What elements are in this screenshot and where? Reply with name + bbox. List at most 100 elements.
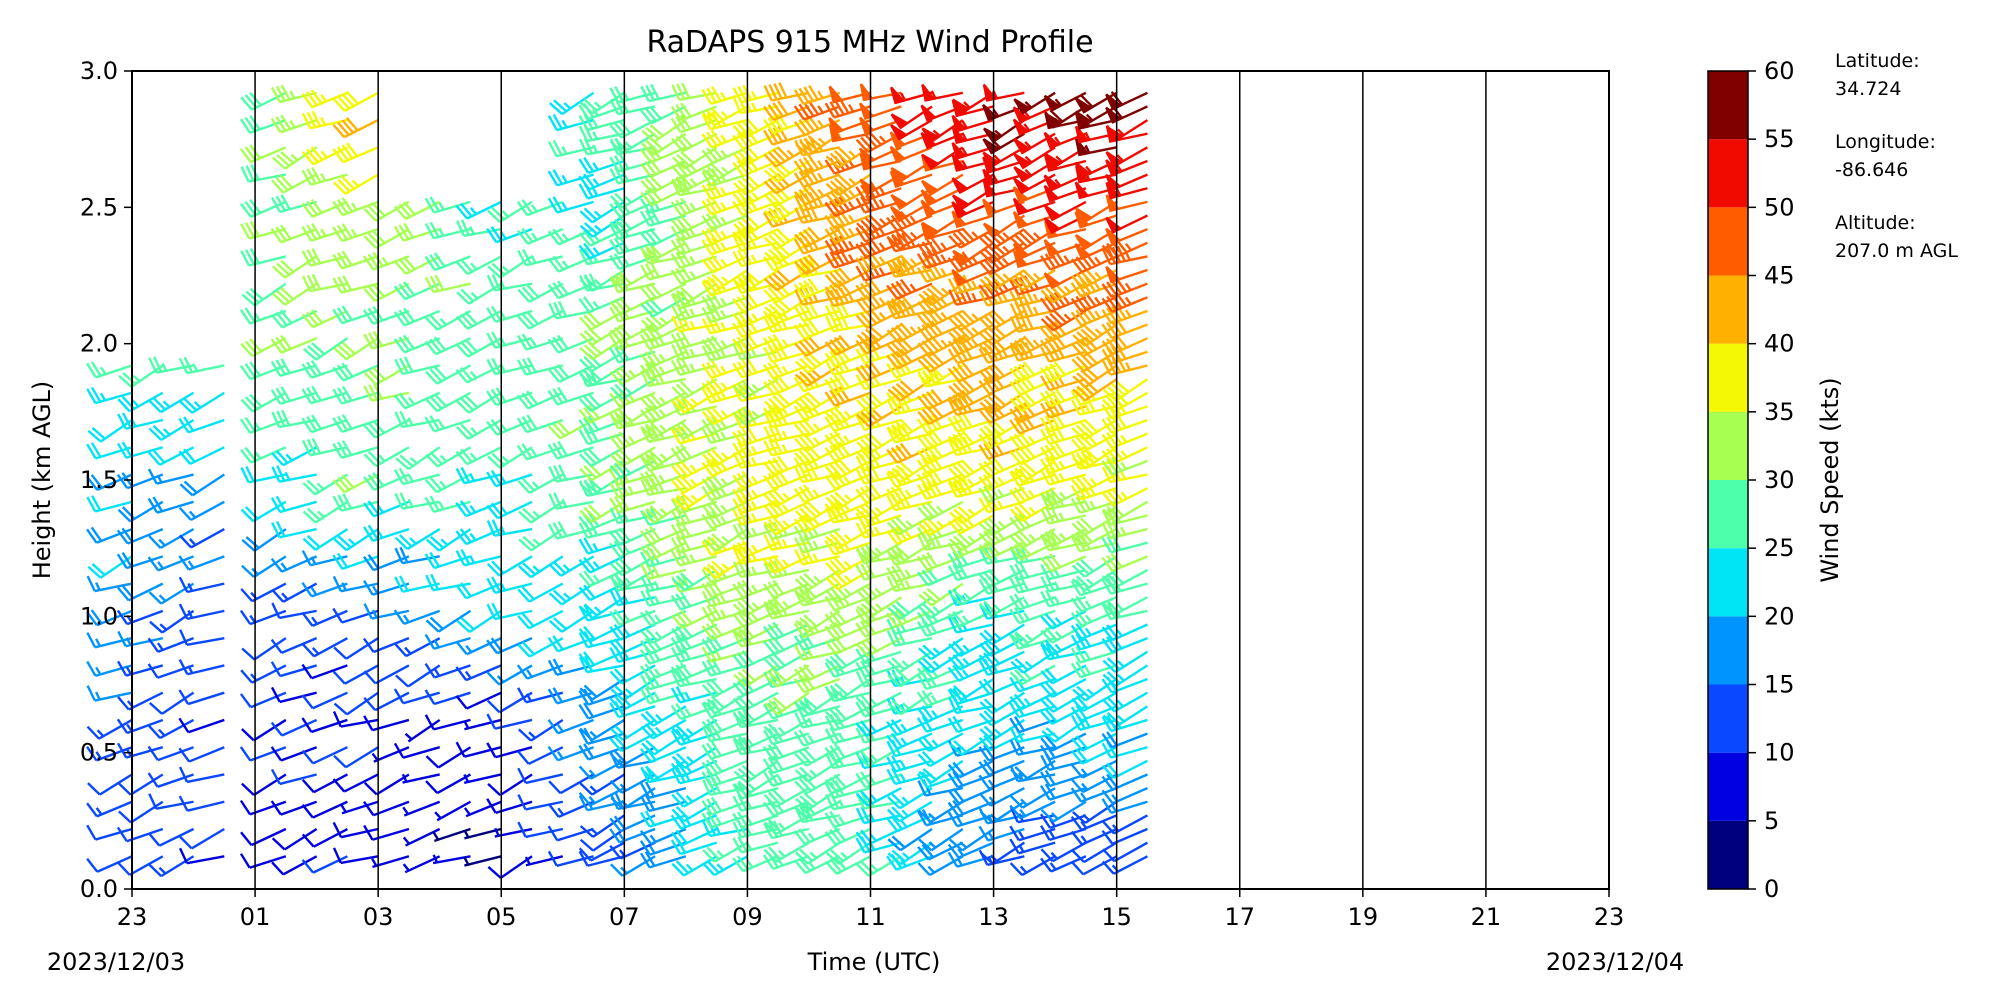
wind-barb: [393, 688, 441, 705]
wind-barb: [363, 824, 410, 841]
barb-feather: [332, 575, 343, 592]
barb-feather: [579, 838, 594, 852]
barb-staff: [341, 418, 379, 433]
barb-feather: [639, 611, 652, 627]
barb-feather: [310, 146, 324, 161]
barb-half-feather: [463, 807, 471, 816]
barb-feather: [587, 504, 602, 518]
barb-half-feather: [624, 195, 632, 204]
wind-barb: [425, 309, 472, 331]
barb-feather: [649, 175, 663, 189]
barb-feather: [609, 610, 621, 626]
barb-feather: [395, 674, 409, 688]
barb-feather: [270, 389, 282, 405]
barb-feather: [275, 226, 287, 242]
barb-staff: [498, 555, 533, 577]
barb-feather: [178, 357, 189, 374]
wind-barb: [147, 637, 194, 653]
barb-feather: [548, 780, 562, 795]
barb-feather: [670, 831, 684, 846]
barb-feather: [583, 570, 596, 585]
barb-feather: [609, 464, 623, 479]
wind-barb: [578, 688, 625, 706]
wind-barb: [394, 356, 440, 376]
barb-feather: [548, 592, 563, 606]
barb-feather: [429, 338, 442, 353]
wind-barb: [763, 742, 810, 762]
wind-barb: [424, 274, 471, 294]
barb-feather: [240, 250, 251, 267]
barb-feather: [275, 195, 286, 212]
barb-feather: [609, 140, 624, 154]
barb-feather: [644, 810, 656, 826]
barb-feather: [578, 690, 590, 706]
barb-feather: [578, 115, 589, 131]
barb-feather: [491, 262, 506, 276]
barb-feather: [587, 311, 601, 326]
wind-barb: [363, 637, 410, 654]
wind-barb: [117, 855, 164, 876]
barb-half-feather: [561, 260, 569, 269]
barb-half-feather: [874, 450, 882, 458]
barb-feather: [609, 124, 623, 139]
barb-staff: [467, 337, 502, 358]
barb-feather: [490, 469, 502, 486]
barb-half-feather: [659, 316, 668, 325]
barb-feather: [332, 821, 343, 838]
wind-barb: [271, 282, 318, 306]
wind-barb: [579, 459, 625, 482]
barb-staff: [711, 214, 748, 231]
barb-feather: [675, 686, 686, 702]
barb-half-feather: [782, 519, 790, 528]
barb-feather: [306, 311, 319, 326]
barb-half-feather: [407, 417, 414, 426]
wind-barb: [395, 446, 441, 471]
barb-staff: [591, 718, 625, 742]
barb-staff: [311, 364, 348, 379]
barb-feather: [394, 411, 404, 428]
barb-feather: [455, 550, 466, 566]
barb-half-feather: [689, 320, 696, 330]
barb-feather: [178, 450, 192, 465]
barb-feather: [332, 200, 344, 216]
wind-barb: [579, 773, 625, 796]
barb-feather: [239, 202, 252, 218]
wind-barb: [87, 419, 133, 443]
wind-barb: [240, 446, 287, 464]
barb-feather: [521, 586, 535, 601]
wind-barb: [363, 800, 410, 817]
barb-feather: [332, 148, 345, 163]
wind-barb: [424, 336, 471, 356]
barb-feather: [490, 226, 503, 242]
barb-feather: [425, 370, 439, 385]
barb-feather: [552, 228, 565, 244]
barb-feather: [490, 637, 503, 652]
barb-staff: [556, 446, 594, 460]
barb-feather: [579, 453, 593, 467]
barb-feather: [363, 287, 377, 302]
barb-half-feather: [782, 492, 790, 501]
barb-staff: [466, 200, 502, 220]
barb-half-feather: [847, 240, 855, 249]
barb-feather: [86, 685, 96, 702]
barb-feather: [649, 261, 660, 278]
wind-barb: [270, 718, 318, 737]
barb-feather: [367, 524, 379, 540]
barb-staff: [345, 746, 379, 769]
barb-feather: [393, 609, 405, 625]
barb-feather: [491, 273, 501, 290]
barb-feather: [552, 139, 563, 156]
barb-half-feather: [808, 832, 815, 841]
wind-barb: [301, 773, 348, 794]
wind-barb: [578, 404, 625, 424]
barb-staff: [96, 609, 133, 627]
barb-feather: [116, 529, 129, 545]
barb-feather: [394, 260, 407, 275]
barb-staff: [648, 677, 687, 691]
barb-feather: [332, 366, 345, 382]
barb-half-feather: [501, 265, 510, 273]
barb-feather: [301, 439, 312, 456]
barb-staff: [249, 309, 287, 325]
barb-feather: [640, 575, 650, 592]
wind-barb: [178, 766, 225, 784]
